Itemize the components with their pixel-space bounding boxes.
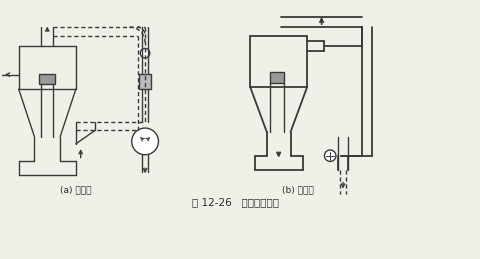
- Text: (b) 压入式: (b) 压入式: [281, 186, 313, 195]
- Bar: [269, 72, 284, 83]
- Circle shape: [132, 128, 158, 155]
- Circle shape: [140, 48, 150, 58]
- Bar: [139, 74, 151, 89]
- Text: (a) 吸入式: (a) 吸入式: [60, 186, 92, 195]
- Circle shape: [324, 150, 335, 161]
- Bar: [39, 74, 55, 84]
- Text: 图 12-26   气流输送系统: 图 12-26 气流输送系统: [192, 197, 279, 207]
